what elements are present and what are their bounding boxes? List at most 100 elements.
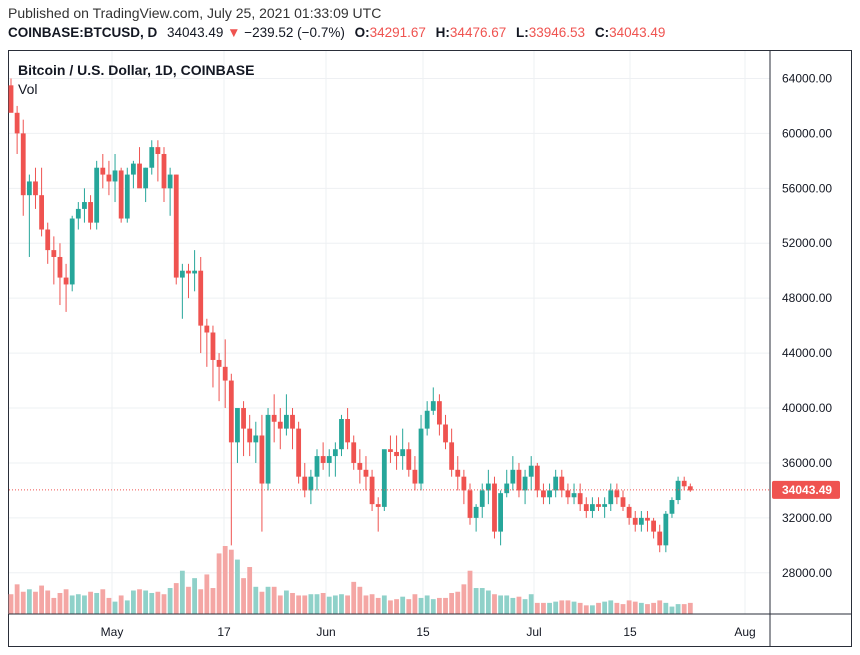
y-tick-label: 48000.00: [782, 291, 832, 305]
volume-bar: [400, 596, 406, 614]
volume-bar: [143, 590, 149, 614]
candle-body: [290, 414, 295, 429]
x-tick-label: 17: [217, 625, 231, 639]
x-tick-label: Jun: [316, 625, 335, 639]
candle-body: [418, 428, 424, 484]
volume-bar: [687, 602, 693, 614]
volume-bar: [381, 595, 387, 614]
candle-body: [504, 483, 510, 494]
open-label: O:: [354, 25, 370, 40]
volume-bar: [290, 592, 295, 614]
open-value: 34291.67: [369, 25, 426, 40]
candle-body: [259, 435, 265, 484]
last-price-tag-label: 34043.49: [782, 483, 832, 497]
candle-body: [57, 256, 63, 278]
candle-body: [124, 174, 130, 219]
volume-label: Vol: [18, 81, 38, 97]
candle-body: [596, 504, 601, 507]
candle-body: [94, 167, 100, 223]
candle-body: [265, 414, 271, 484]
candle-body: [20, 133, 26, 196]
y-tick-label: 36000.00: [782, 456, 832, 470]
last-price-tag: [772, 480, 840, 499]
volume-bar: [449, 592, 455, 614]
low-label: L:: [516, 25, 529, 40]
x-tick-label: 15: [623, 625, 637, 639]
candle-body: [167, 174, 173, 189]
volume-bar: [638, 602, 644, 614]
volume-bar: [332, 595, 338, 614]
candle-body: [590, 504, 595, 512]
volume-bar: [124, 600, 130, 614]
close-label: C:: [594, 25, 610, 40]
y-tick-label: 40000.00: [782, 401, 832, 415]
candle-body: [33, 181, 38, 196]
candle-body: [437, 401, 442, 425]
candle-body: [510, 469, 516, 484]
volume-bar: [669, 606, 675, 614]
candle-body: [565, 490, 571, 498]
volume-bars: [8, 546, 693, 614]
candle-body: [620, 497, 626, 507]
candle-body: [479, 490, 485, 507]
volume-bar: [424, 595, 430, 614]
candlesticks: [8, 78, 693, 553]
candle-body: [388, 449, 393, 452]
candle-body: [449, 442, 455, 470]
candle-body: [253, 435, 259, 443]
candle-body: [320, 456, 326, 463]
candle-body: [608, 490, 614, 505]
candle-body: [571, 493, 577, 498]
candle-body: [179, 270, 185, 278]
candle-body: [210, 332, 216, 360]
volume-bar: [210, 588, 216, 614]
price-change: −239.52 (−0.7%): [244, 25, 345, 40]
candle-body: [522, 476, 528, 491]
candle-body: [528, 465, 534, 477]
volume-bar: [222, 546, 228, 614]
candle-body: [406, 449, 412, 470]
volume-bar: [259, 591, 265, 614]
candle-body: [657, 531, 663, 546]
candle-body: [461, 476, 467, 491]
close-value: 34043.49: [609, 25, 666, 40]
candle-body: [118, 170, 124, 219]
symbol-name: COINBASE:BTCUSD, D: [8, 25, 158, 40]
volume-bar: [608, 600, 614, 614]
volume-bar: [161, 594, 167, 614]
candle-body: [651, 520, 656, 532]
volume-bar: [8, 594, 14, 614]
candle-body: [204, 325, 210, 333]
volume-bar: [57, 592, 63, 614]
symbol-header: COINBASE:BTCUSD, D 34043.49 ▼ −239.52 (−…: [8, 25, 665, 40]
volume-bar: [681, 604, 687, 614]
x-tick-label: Aug: [734, 625, 755, 639]
candle-body: [277, 421, 283, 429]
candle-body: [228, 380, 234, 443]
volume-bar: [485, 590, 491, 614]
volume-bar: [308, 594, 314, 614]
volume-bar: [504, 595, 510, 614]
volume-bar: [547, 602, 552, 614]
volume-bar: [541, 602, 546, 614]
candle-body: [351, 442, 357, 463]
candle-body: [39, 195, 44, 230]
volume-bar: [583, 605, 589, 614]
volume-bar: [632, 601, 638, 614]
low-value: 33946.53: [528, 25, 586, 40]
volume-bar: [198, 589, 204, 614]
grid-lines: [9, 51, 770, 614]
candle-body: [51, 250, 57, 257]
chart-title: Bitcoin / U.S. Dollar, 1D, COINBASE: [18, 62, 255, 78]
candle-body: [516, 469, 522, 491]
volume-bar: [675, 604, 681, 614]
high-value: 34476.67: [449, 25, 507, 40]
chart-frame[interactable]: [8, 50, 852, 647]
candle-body: [553, 476, 559, 491]
volume-bar: [216, 553, 222, 614]
volume-bar: [645, 604, 650, 614]
volume-bar: [345, 595, 350, 614]
volume-bar: [51, 597, 57, 614]
candle-body: [75, 208, 81, 219]
